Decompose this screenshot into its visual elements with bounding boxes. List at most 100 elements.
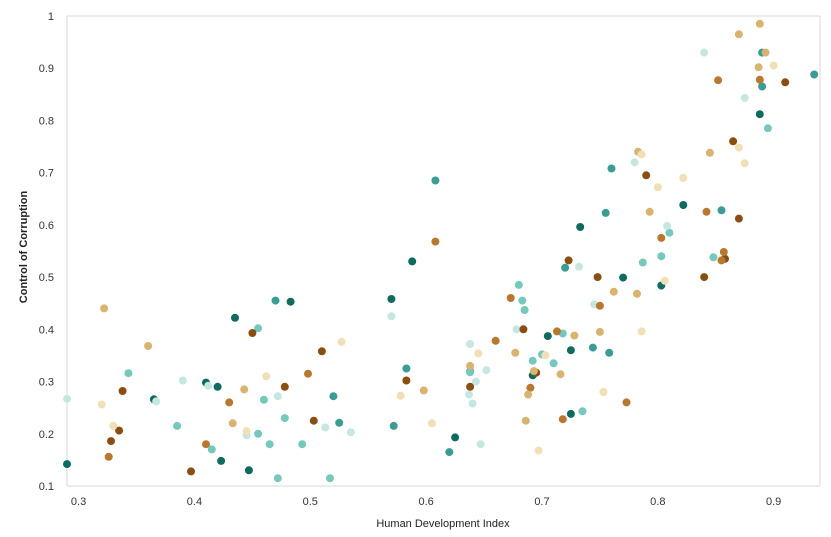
data-point <box>202 440 210 449</box>
data-point <box>729 137 738 146</box>
data-point <box>576 223 585 231</box>
data-point <box>526 383 535 392</box>
data-point <box>109 421 118 430</box>
data-point <box>389 421 398 430</box>
data-point <box>630 158 639 167</box>
data-point <box>217 456 226 465</box>
data-point <box>714 76 723 85</box>
data-point <box>700 273 709 282</box>
data-point <box>178 376 187 385</box>
data-point <box>471 377 480 386</box>
data-point <box>431 176 440 185</box>
data-point <box>549 359 558 368</box>
data-point <box>63 394 71 403</box>
data-point <box>152 397 161 406</box>
data-point <box>242 427 251 436</box>
data-point <box>451 433 460 442</box>
data-point <box>402 376 411 385</box>
data-point <box>408 257 417 266</box>
data-point <box>700 48 709 57</box>
data-point <box>637 150 646 159</box>
data-point <box>482 366 491 375</box>
x-tick-label: 0.3 <box>71 496 86 508</box>
data-point <box>758 82 767 91</box>
data-point <box>465 390 473 399</box>
data-point <box>679 173 688 182</box>
x-tick-label: 0.4 <box>187 496 202 508</box>
x-tick-label: 0.7 <box>534 496 549 508</box>
data-point <box>679 201 688 209</box>
x-axis-ticks: 0.3 0.4 0.5 0.6 0.7 0.8 0.9 <box>71 496 781 508</box>
y-tick-label: 0.2 <box>39 429 54 441</box>
data-points <box>63 19 819 483</box>
data-point <box>593 273 602 282</box>
data-point <box>599 388 608 396</box>
data-point <box>561 263 570 272</box>
data-point <box>144 342 153 350</box>
data-point <box>595 327 604 336</box>
data-point <box>570 331 579 340</box>
data-point <box>107 437 115 446</box>
data-point <box>286 297 295 306</box>
data-point <box>273 474 282 483</box>
data-point <box>719 248 728 256</box>
data-point <box>781 78 790 87</box>
y-tick-label: 1 <box>48 11 54 23</box>
y-tick-label: 0.6 <box>39 220 54 232</box>
data-point <box>466 361 475 370</box>
y-tick-label: 0.9 <box>39 63 54 75</box>
data-point <box>566 346 575 355</box>
data-point <box>717 206 726 215</box>
y-axis-label: Control of Corruption <box>18 191 30 304</box>
data-point <box>100 304 109 313</box>
data-point <box>273 392 282 401</box>
data-point <box>298 440 307 449</box>
data-point <box>633 289 641 298</box>
data-point <box>619 273 628 282</box>
x-tick-label: 0.8 <box>650 496 665 508</box>
data-point <box>717 256 726 265</box>
data-point <box>578 407 587 416</box>
data-point <box>705 148 714 157</box>
data-point <box>204 381 213 390</box>
data-point <box>259 395 268 404</box>
y-tick-label: 0.3 <box>39 377 54 389</box>
data-point <box>528 356 537 365</box>
data-point <box>207 445 216 454</box>
data-point <box>622 398 631 407</box>
data-point <box>755 19 764 28</box>
data-point <box>609 287 618 296</box>
data-point <box>754 63 763 72</box>
data-point <box>660 276 669 285</box>
data-point <box>511 348 520 357</box>
data-point <box>427 419 436 428</box>
data-point <box>402 364 411 373</box>
data-point <box>346 428 355 437</box>
data-point <box>104 452 113 461</box>
data-point <box>763 124 772 133</box>
data-point <box>702 207 711 216</box>
x-tick-label: 0.5 <box>303 496 318 508</box>
data-point <box>518 296 527 305</box>
data-point <box>588 343 597 352</box>
data-point <box>240 385 249 394</box>
data-point <box>321 423 330 432</box>
y-tick-label: 0.7 <box>39 168 54 180</box>
data-point <box>187 467 195 476</box>
data-point <box>575 262 583 271</box>
data-point <box>534 446 543 455</box>
data-point <box>225 398 234 407</box>
data-point <box>254 429 263 438</box>
data-point <box>431 237 440 246</box>
data-point <box>657 233 666 242</box>
data-point <box>280 414 289 423</box>
data-point <box>521 416 530 425</box>
data-point <box>466 340 475 348</box>
data-point <box>734 143 743 152</box>
data-point <box>231 313 239 322</box>
data-point <box>118 387 127 395</box>
y-tick-label: 0.5 <box>39 272 54 284</box>
y-tick-label: 0.4 <box>39 324 54 336</box>
data-point <box>541 351 550 360</box>
